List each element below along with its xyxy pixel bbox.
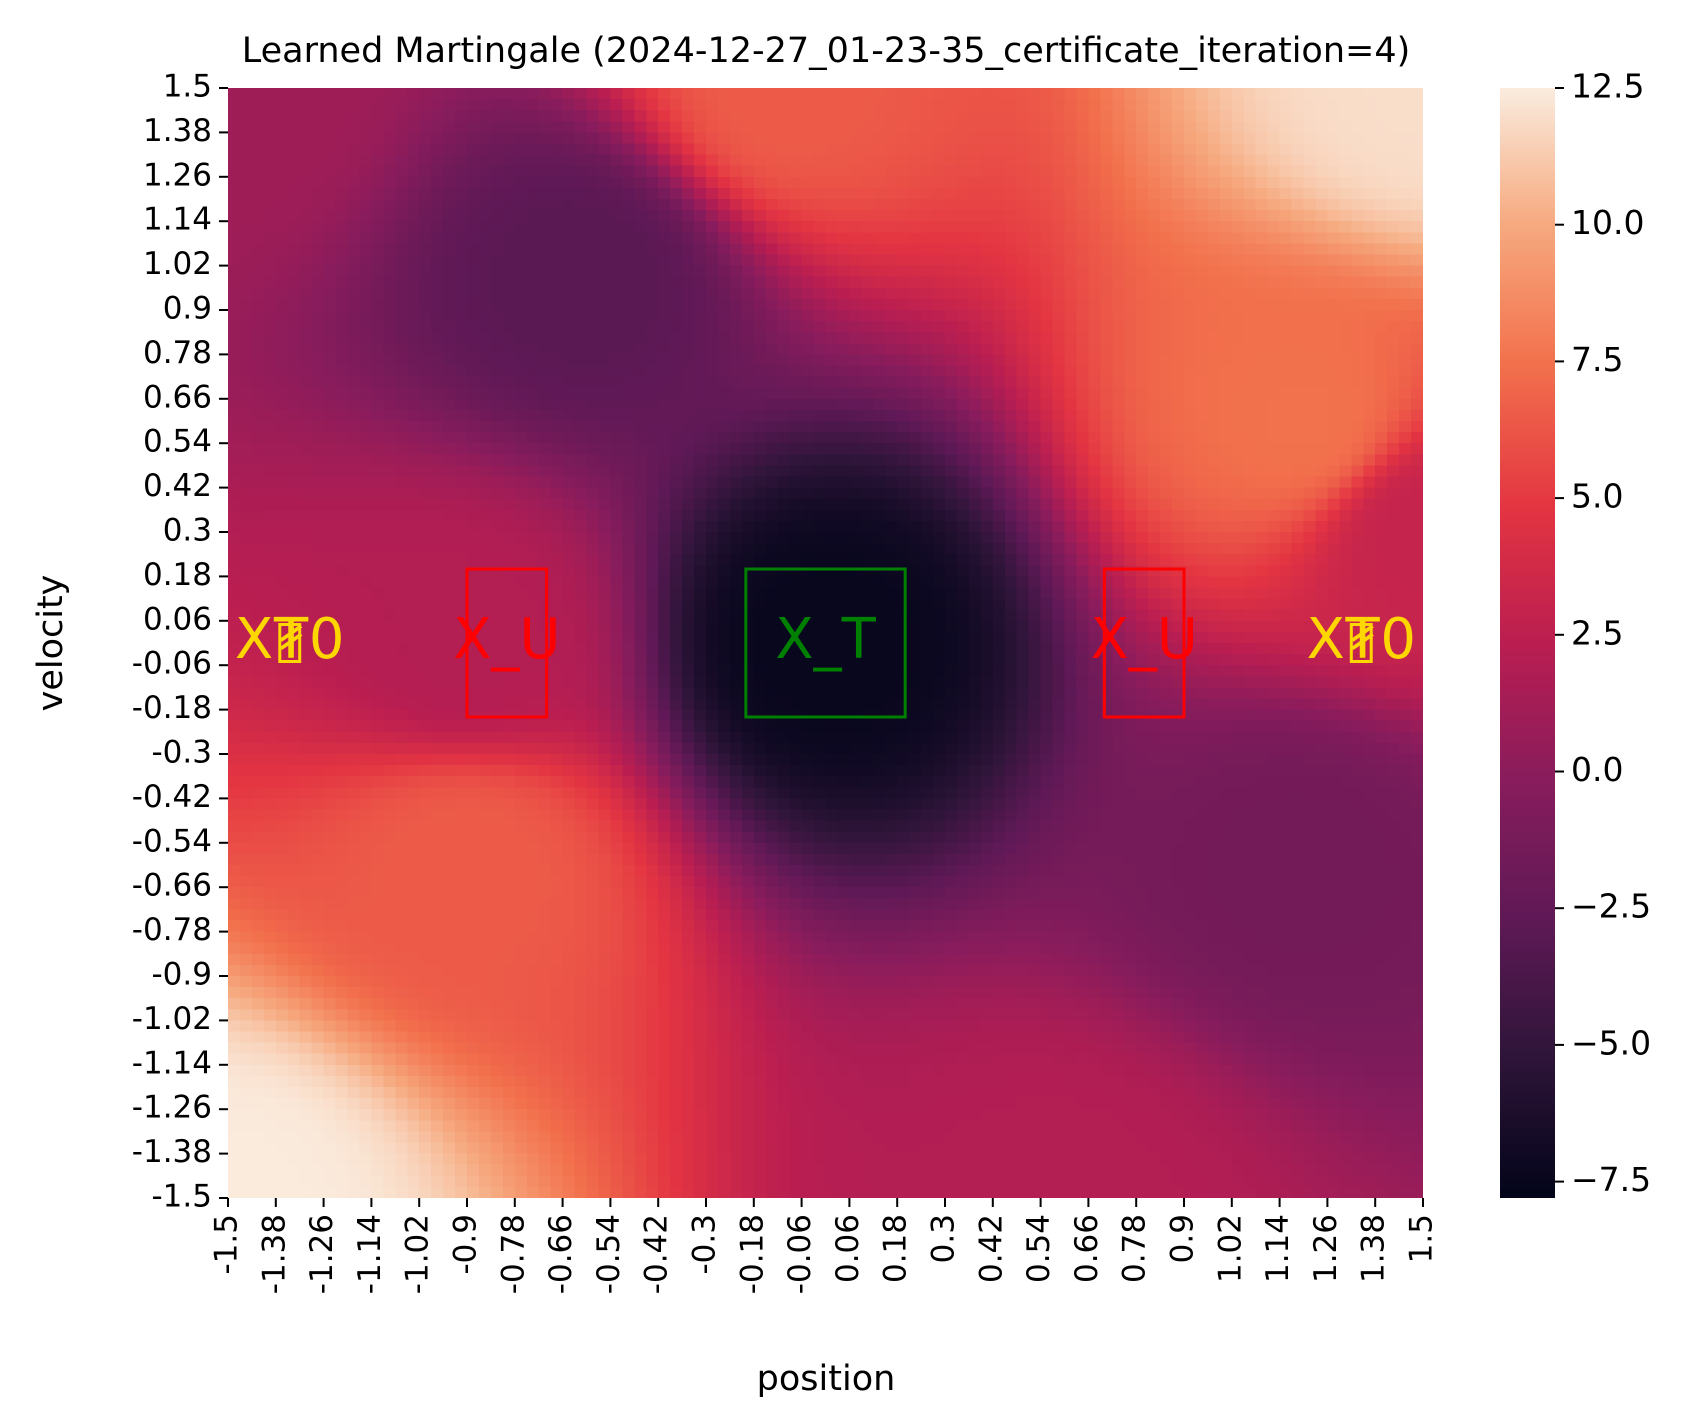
x-tick-label: 1.02 bbox=[1212, 1214, 1248, 1283]
x-tick-label: -0.54 bbox=[591, 1214, 627, 1294]
x-tick-label: 0.78 bbox=[1117, 1214, 1153, 1283]
colorbar-ticks: 12.5 10.0 7.5 5.0 2.5 0.0 −2.5 −5.0 −7.5 bbox=[1555, 67, 1651, 1199]
colorbar-tick-label: −7.5 bbox=[1571, 1160, 1651, 1199]
x-tick-label: 0.54 bbox=[1021, 1214, 1057, 1283]
y-tick-label: 0.66 bbox=[143, 379, 212, 415]
region-box-x-0 bbox=[1349, 623, 1373, 663]
x-tick-label: 0.3 bbox=[926, 1214, 962, 1263]
y-tick-label: -0.9 bbox=[152, 957, 213, 993]
x-tick-label: 0.06 bbox=[830, 1214, 866, 1283]
y-tick-label: -0.66 bbox=[132, 868, 212, 904]
y-axis-ticks: 1.5 1.38 1.26 1.14 1.02 0.9 0.78 0.66 0.54 0.42 0.… bbox=[132, 69, 228, 1215]
y-tick-label: -1.02 bbox=[132, 1001, 212, 1037]
x-tick-label: -0.66 bbox=[543, 1214, 579, 1294]
chart-title: Learned Martingale (2024-12-27_01-23-35_… bbox=[242, 31, 1411, 71]
x-tick-label: -0.42 bbox=[639, 1214, 675, 1294]
y-tick-label: 0.06 bbox=[143, 601, 212, 637]
colorbar-tick-label: 2.5 bbox=[1571, 613, 1623, 652]
x-tick-label: 0.66 bbox=[1069, 1214, 1105, 1283]
colorbar-tick-label: 5.0 bbox=[1571, 477, 1623, 516]
x-tick-label: -0.18 bbox=[734, 1214, 770, 1294]
region-box-x-u bbox=[1102, 567, 1186, 719]
y-tick-label: -0.3 bbox=[152, 735, 213, 771]
y-tick-label: 0.54 bbox=[143, 424, 212, 460]
y-tick-label: 1.02 bbox=[143, 246, 212, 282]
y-tick-label: -0.78 bbox=[132, 912, 212, 948]
y-tick-label: 0.18 bbox=[143, 557, 212, 593]
x-tick-label: 1.14 bbox=[1260, 1214, 1296, 1283]
x-tick-label: -1.38 bbox=[256, 1214, 292, 1294]
y-tick-label: -0.54 bbox=[132, 823, 212, 859]
colorbar-tick-label: 0.0 bbox=[1571, 750, 1623, 789]
x-tick-label: -0.06 bbox=[782, 1214, 818, 1294]
region-label-x-0: X₮0 bbox=[1306, 607, 1416, 672]
y-tick-label: 1.26 bbox=[143, 157, 212, 193]
x-axis-ticks: -1.5 -1.38 -1.26 -1.14 -1.02 -0.9 -0.78 -0.66 -0… bbox=[209, 1198, 1440, 1294]
x-tick-label: -0.9 bbox=[448, 1214, 484, 1275]
colorbar-tick-label: 12.5 bbox=[1571, 67, 1644, 106]
y-tick-label: 1.38 bbox=[143, 113, 212, 149]
y-tick-label: -1.26 bbox=[132, 1090, 212, 1126]
region-label-x-t: X_T bbox=[775, 607, 876, 672]
y-tick-label: -0.18 bbox=[132, 690, 212, 726]
colorbar-gradient bbox=[1500, 88, 1555, 1198]
x-tick-label: -1.02 bbox=[400, 1214, 436, 1294]
region-box-x-0 bbox=[278, 623, 302, 663]
x-tick-label: 0.18 bbox=[878, 1214, 914, 1283]
y-tick-label: 0.42 bbox=[143, 468, 212, 504]
colorbar-tick-label: −5.0 bbox=[1571, 1023, 1651, 1062]
x-tick-label: -1.5 bbox=[209, 1214, 245, 1275]
x-tick-label: -1.26 bbox=[304, 1214, 340, 1294]
y-tick-label: -0.42 bbox=[132, 779, 212, 815]
y-tick-label: 1.5 bbox=[163, 69, 212, 105]
x-tick-label: 1.38 bbox=[1356, 1214, 1392, 1283]
x-tick-label: -1.14 bbox=[352, 1214, 388, 1294]
x-tick-label: 1.5 bbox=[1404, 1214, 1440, 1263]
x-tick-label: 0.9 bbox=[1165, 1214, 1201, 1263]
colorbar-tick-label: −2.5 bbox=[1571, 887, 1651, 926]
y-axis-label: velocity bbox=[31, 575, 71, 712]
region-label-x-u: X_U bbox=[1090, 607, 1197, 672]
x-axis-label: position bbox=[757, 1359, 896, 1399]
region-label-x-u: X_U bbox=[453, 607, 560, 672]
y-tick-label: -0.06 bbox=[132, 646, 212, 682]
y-tick-label: -1.5 bbox=[152, 1179, 213, 1215]
region-box-x-t bbox=[744, 567, 907, 719]
region-label-x-0: X₮0 bbox=[235, 607, 345, 672]
x-tick-label: -0.3 bbox=[687, 1214, 723, 1275]
colorbar-tick-label: 10.0 bbox=[1571, 203, 1644, 242]
y-tick-label: 1.14 bbox=[143, 202, 212, 238]
region-box-x-u bbox=[465, 567, 549, 719]
y-tick-label: 0.78 bbox=[143, 335, 212, 371]
x-tick-label: 0.42 bbox=[973, 1214, 1009, 1283]
heatmap-cells bbox=[228, 88, 1423, 1198]
y-tick-label: 0.9 bbox=[163, 291, 212, 327]
y-tick-label: 0.3 bbox=[163, 513, 212, 549]
x-tick-label: -0.78 bbox=[495, 1214, 531, 1294]
colorbar-tick-label: 7.5 bbox=[1571, 340, 1623, 379]
y-tick-label: -1.14 bbox=[132, 1045, 212, 1081]
x-tick-label: 1.26 bbox=[1308, 1214, 1344, 1283]
region-annotations: X₮0 X_U X_T X_U X₮0 bbox=[235, 567, 1416, 719]
y-tick-label: -1.38 bbox=[132, 1134, 212, 1170]
